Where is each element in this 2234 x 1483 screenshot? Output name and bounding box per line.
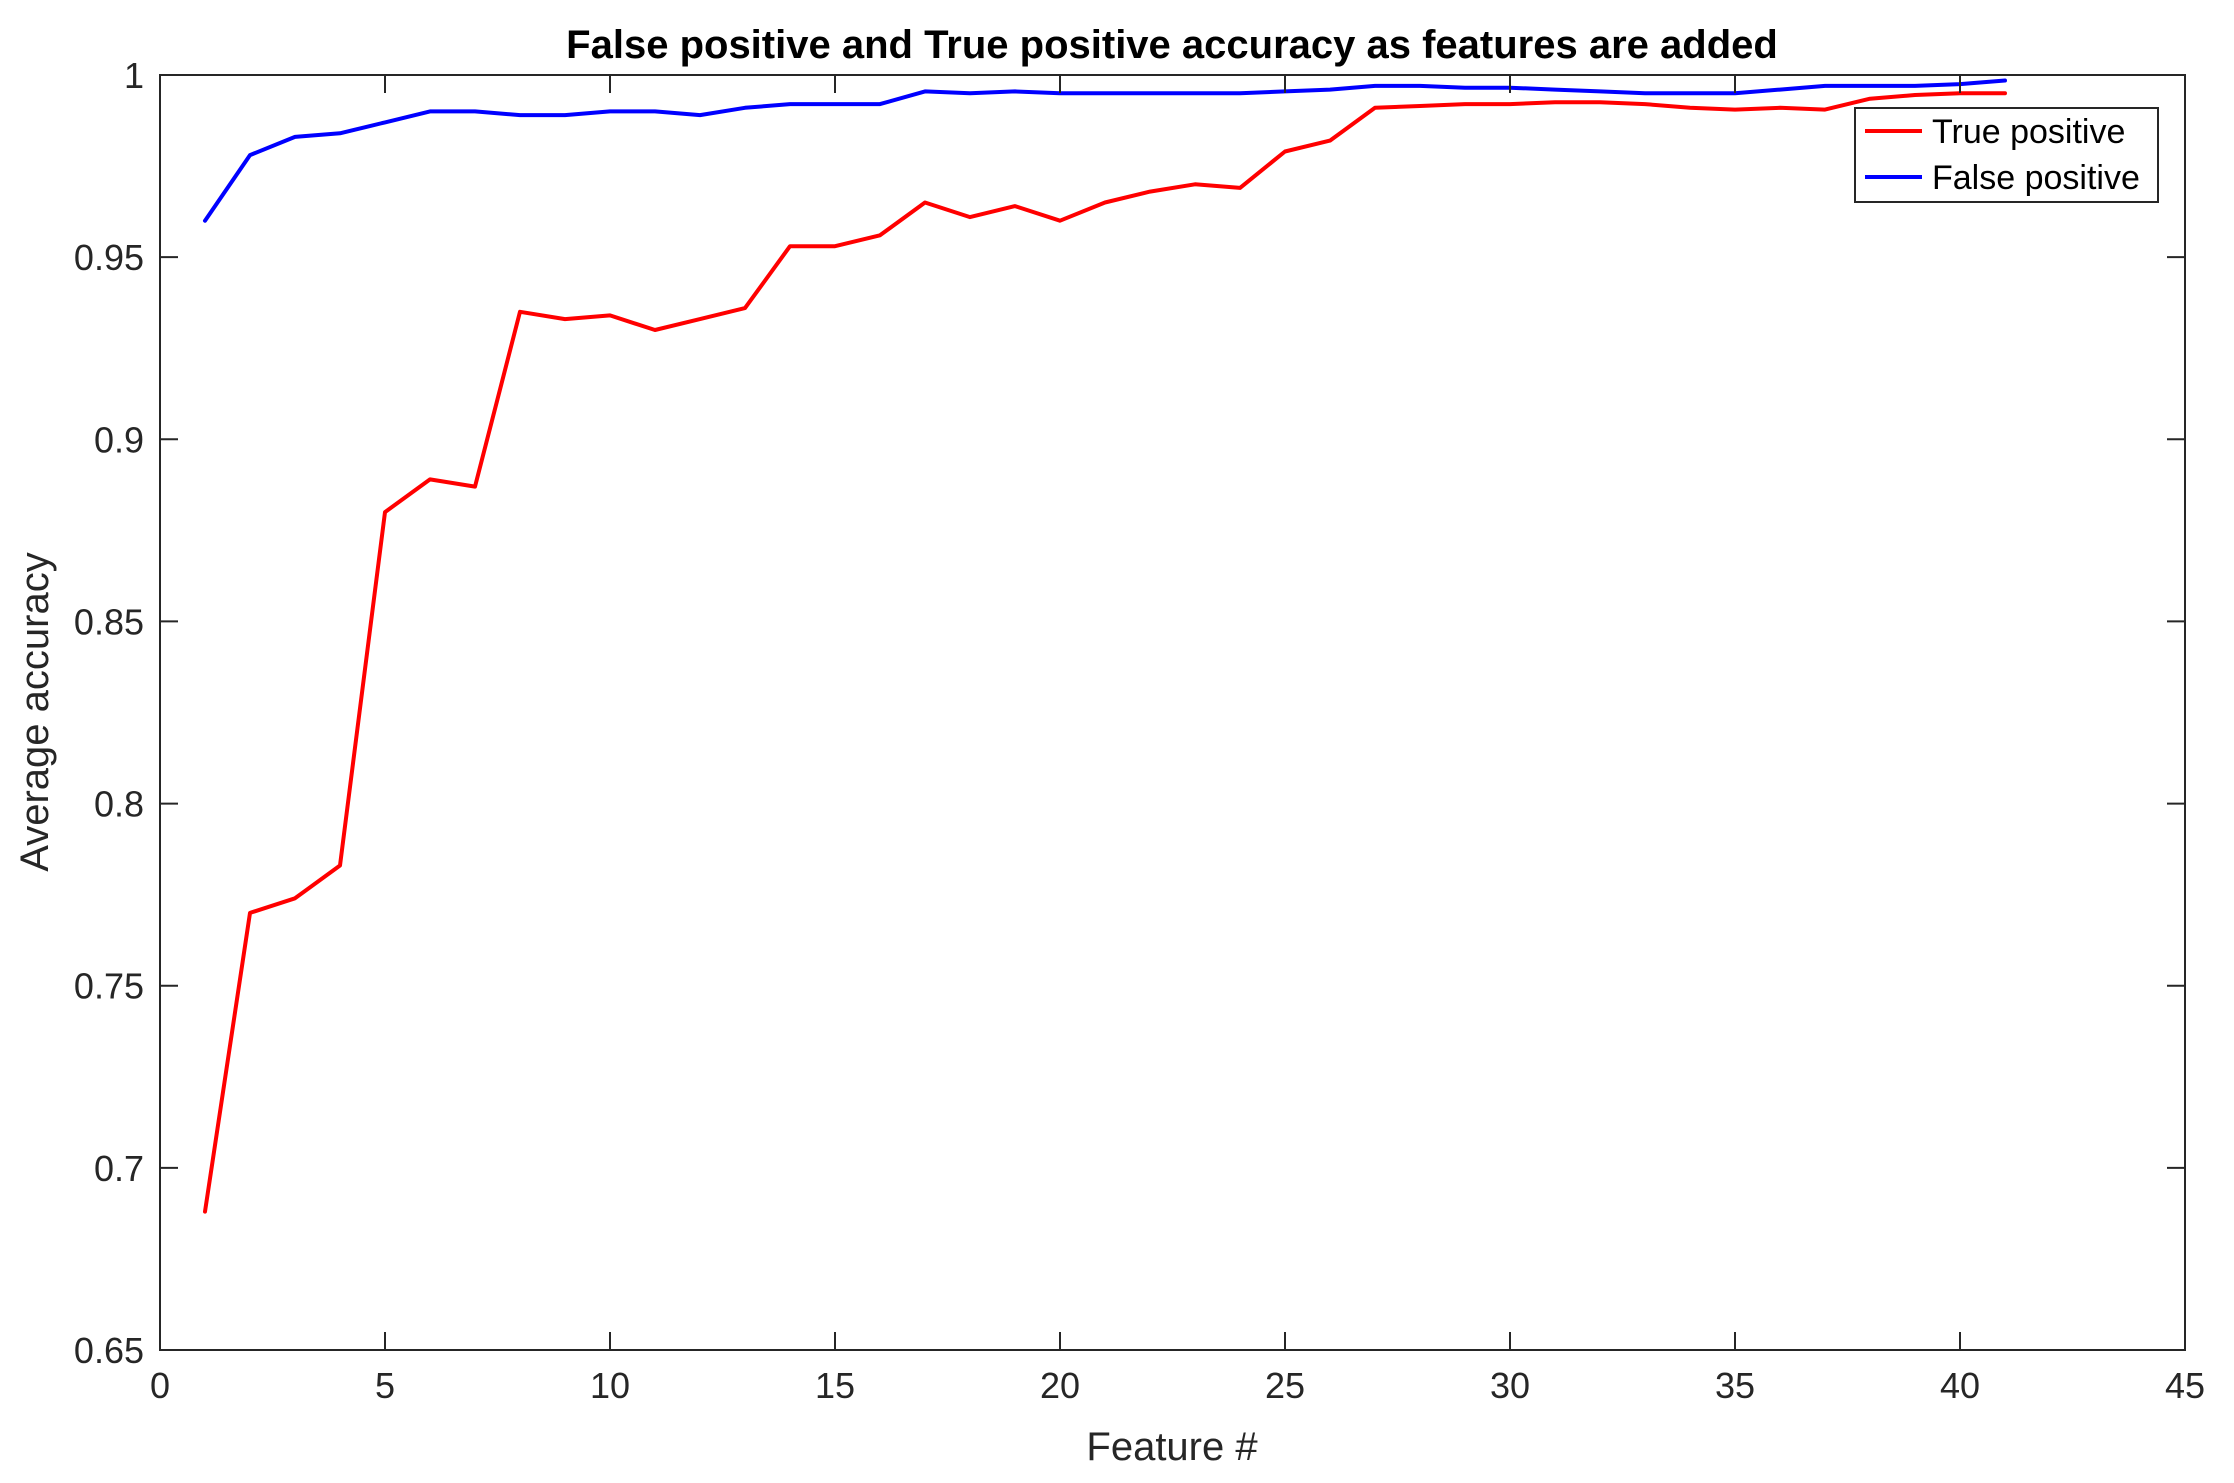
y-tick-label: 1 <box>124 55 144 96</box>
x-tick-label: 15 <box>815 1365 855 1406</box>
series-layer <box>203 78 2007 1214</box>
plot-area <box>160 75 2185 1350</box>
axes-box <box>159 74 2186 1351</box>
y-axis-label: Average accuracy <box>13 552 57 871</box>
tick-layer: 0 5 10 15 20 25 30 35 40 45 0.65 0.7 0.75 0.8 0.85 0.9 0… <box>74 55 2205 1406</box>
x-tick-label: 0 <box>150 1365 170 1406</box>
x-tick-label: 5 <box>375 1365 395 1406</box>
x-tick-label: 35 <box>1715 1365 1755 1406</box>
y-tick-label: 0.7 <box>94 1148 144 1189</box>
legend-label-false-positive: False positive <box>1932 159 2140 197</box>
y-tick-label: 0.75 <box>74 966 144 1007</box>
y-tick-label: 0.8 <box>94 784 144 825</box>
y-tick-label: 0.9 <box>94 419 144 460</box>
x-tick-label: 45 <box>2165 1365 2205 1406</box>
y-tick-label: 0.85 <box>74 601 144 642</box>
x-tick-label: 30 <box>1490 1365 1530 1406</box>
legend-label-true-positive: True positive <box>1932 113 2125 151</box>
x-tick-label: 25 <box>1265 1365 1305 1406</box>
x-tick-label: 40 <box>1940 1365 1980 1406</box>
x-axis-label: Feature # <box>1086 1425 1258 1469</box>
x-tick-label: 10 <box>590 1365 630 1406</box>
x-tick-label: 20 <box>1040 1365 1080 1406</box>
series-line-false-positive <box>203 78 2007 223</box>
y-tick-label: 0.65 <box>74 1330 144 1371</box>
chart-title: False positive and True positive accurac… <box>566 23 1778 67</box>
legend-box <box>1854 107 2159 203</box>
series-line-true-positive <box>203 91 2007 1214</box>
legend: True positive False positive <box>1854 107 2159 203</box>
y-tick-label: 0.95 <box>74 237 144 278</box>
